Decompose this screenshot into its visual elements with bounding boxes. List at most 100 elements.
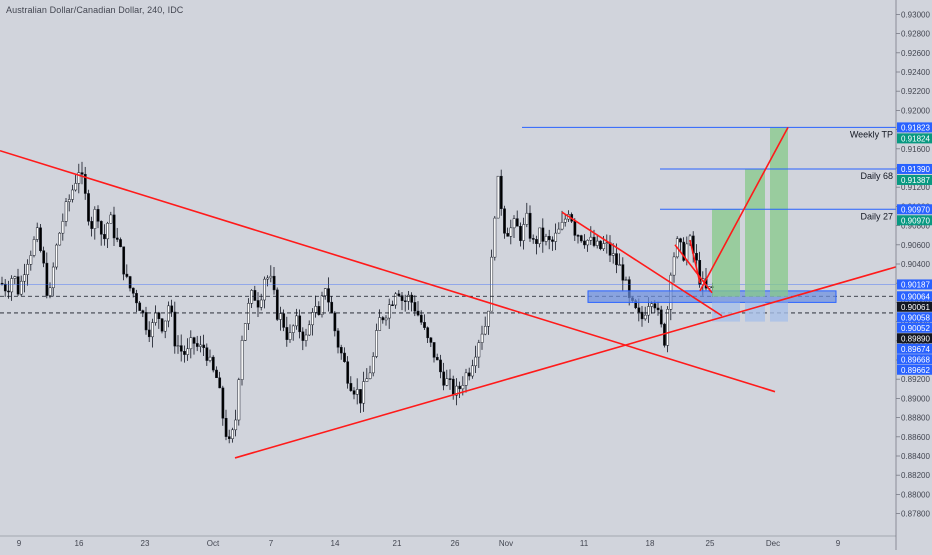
bear-candle	[656, 307, 660, 311]
bear-candle	[547, 236, 551, 241]
bear-candle	[400, 295, 404, 301]
bear-candle	[432, 342, 436, 358]
bull-candle	[589, 236, 593, 241]
time-axis[interactable]: 9 16 23 Oct 7 14 21 26 Nov 11 18 25 Dec 9	[0, 535, 896, 548]
bear-candle	[503, 208, 506, 234]
bear-candle	[397, 293, 401, 296]
bear-candle	[253, 290, 257, 301]
bear-candle	[83, 174, 87, 194]
bear-candle	[16, 276, 20, 295]
bear-candle	[442, 371, 446, 386]
bear-candle	[535, 239, 538, 244]
bear-candle	[285, 327, 289, 340]
stop-box	[770, 302, 788, 322]
bull-candle	[58, 232, 62, 246]
bear-candle	[695, 253, 698, 261]
price-tag-text: 0.90061	[901, 303, 930, 312]
bear-candle	[298, 315, 302, 333]
bull-candle	[189, 337, 193, 350]
time-tick-label: Oct	[207, 539, 220, 548]
price-tick-label: 0.92000	[901, 106, 930, 115]
bull-candle	[35, 227, 39, 240]
trendline	[234, 266, 897, 459]
bull-candle	[538, 227, 542, 244]
bull-candle	[362, 381, 366, 404]
price-tag-text: 0.90064	[901, 292, 930, 301]
bull-candle	[67, 199, 71, 202]
bear-candle	[576, 235, 580, 237]
bull-candle	[71, 189, 74, 200]
level-price-tag-secondary-text: 0.90970	[901, 216, 930, 225]
bull-candle	[554, 232, 558, 242]
bear-candle	[551, 239, 554, 242]
bear-candle	[506, 233, 510, 237]
bear-candle	[160, 318, 164, 332]
bear-candle	[122, 246, 126, 275]
bear-candle	[141, 310, 145, 313]
bear-candle	[499, 175, 503, 209]
bear-candle	[679, 238, 682, 243]
stop-box	[712, 302, 740, 322]
level-price-tag-secondary	[897, 215, 932, 226]
price-axis[interactable]: 0.93000 0.92800 0.92600 0.92400 0.92200 0.920…	[895, 0, 932, 550]
bull-candle	[602, 243, 606, 250]
price-tag-text: 0.90187	[901, 280, 930, 289]
bear-candle	[333, 312, 337, 332]
time-tick-label: 26	[451, 539, 460, 548]
level-price-tag-secondary	[897, 133, 932, 144]
bull-candle	[288, 332, 292, 340]
bull-candle	[55, 244, 58, 268]
price-tick-label: 0.88400	[901, 452, 930, 461]
bear-candle	[202, 344, 206, 348]
bull-candle	[461, 385, 465, 390]
level-price-tag-secondary	[897, 174, 932, 185]
bear-candle	[3, 283, 7, 292]
price-axis-bg	[896, 0, 932, 550]
price-tick-label: 0.90600	[901, 241, 930, 250]
bull-candle	[378, 317, 382, 331]
bull-candle	[247, 303, 250, 324]
bear-candle	[90, 221, 94, 229]
bear-candle	[339, 347, 343, 354]
bull-candle	[643, 314, 647, 320]
bear-candle	[96, 209, 100, 222]
bull-candle	[240, 340, 244, 380]
price-tick-label: 0.91200	[901, 183, 930, 192]
bull-candle	[471, 365, 474, 377]
time-tick-label: 7	[269, 539, 274, 548]
bear-candle	[157, 312, 161, 319]
bear-candle	[195, 343, 199, 347]
price-tick-label: 0.90800	[901, 222, 930, 231]
bear-candle	[423, 322, 426, 328]
price-tick-label: 0.89000	[901, 394, 930, 403]
bear-candle	[528, 212, 532, 239]
price-tag	[897, 364, 932, 375]
bear-candle	[640, 311, 644, 320]
symbol-title: Australian Dollar/Canadian Dollar, 240, …	[6, 5, 184, 15]
bear-candle	[346, 361, 350, 384]
bull-candle	[295, 315, 298, 327]
trendline	[0, 149, 776, 393]
bear-candle	[592, 236, 596, 246]
bear-candle	[413, 302, 417, 312]
bull-candle	[586, 240, 590, 246]
bear-candle	[637, 307, 641, 313]
bear-candle	[224, 417, 228, 437]
bear-candle	[45, 262, 49, 296]
bear-candle	[221, 387, 225, 419]
price-tag	[897, 333, 932, 344]
bear-candle	[682, 241, 686, 261]
time-tick-label: 14	[331, 539, 340, 548]
bear-candle	[301, 331, 305, 341]
bull-candle	[477, 342, 481, 358]
bull-candle	[237, 379, 241, 421]
candles-layer	[0, 161, 714, 444]
bear-candle	[426, 327, 430, 339]
bear-candle	[349, 383, 353, 391]
bull-candle	[311, 312, 314, 326]
bull-candle	[525, 212, 529, 225]
bear-candle	[147, 329, 151, 338]
bear-candle	[352, 390, 356, 395]
